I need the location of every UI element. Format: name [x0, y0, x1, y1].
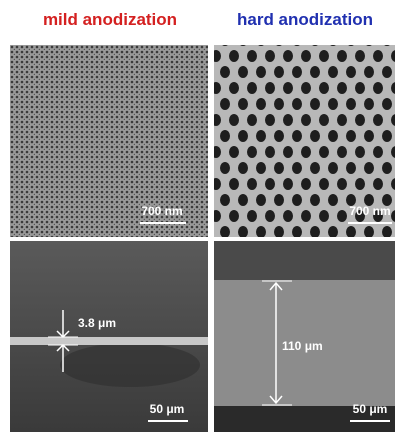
right-title: hard anodization [237, 10, 373, 29]
left-title: mild anodization [43, 10, 177, 29]
mild-cross-section-image [10, 241, 208, 432]
shadow [60, 343, 200, 387]
oxide-layer [10, 337, 208, 345]
arrow-heads [269, 281, 283, 405]
substrate [214, 406, 395, 432]
scale-label: 700 nm [349, 204, 390, 218]
thickness-label: 110 μm [282, 339, 323, 353]
thickness-label: 3.8 μm [78, 316, 116, 330]
scale-label: 50 μm [353, 402, 388, 416]
mild-surface-image [10, 45, 208, 237]
hard-surface-image [214, 45, 395, 237]
oxide-layer [214, 280, 395, 406]
scale-label: 50 μm [150, 402, 185, 416]
scale-label: 700 nm [141, 204, 182, 218]
